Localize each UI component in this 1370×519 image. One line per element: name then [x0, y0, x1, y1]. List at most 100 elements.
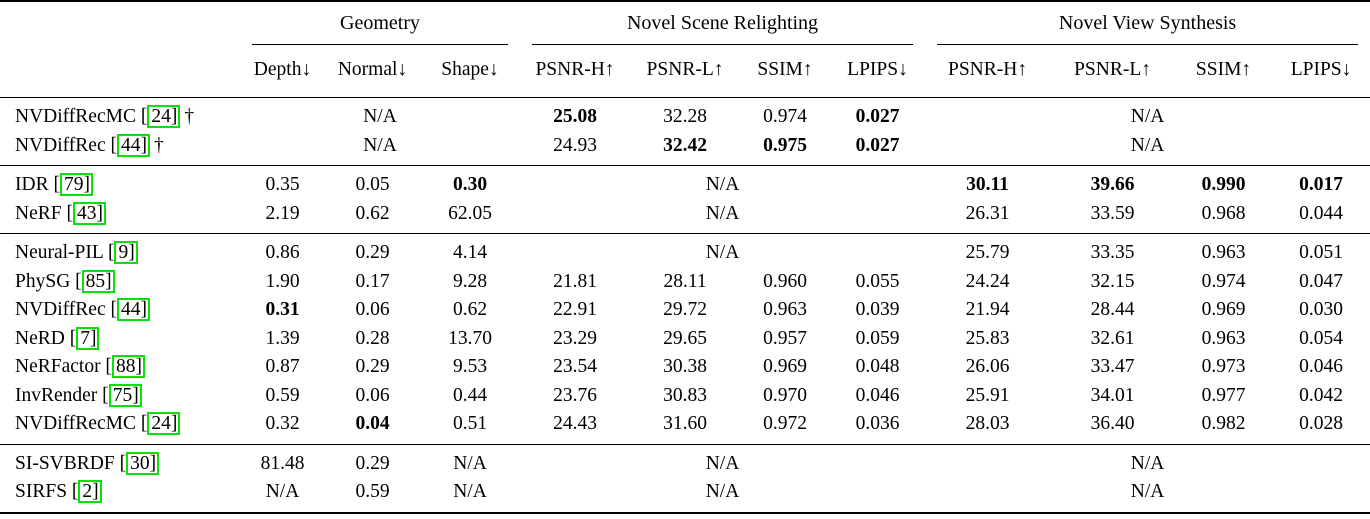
table-row: NVDiffRecMC [24] 0.32 0.04 0.51 24.43 31.60 0.…	[0, 410, 1370, 444]
method-cell: NeRFactor [88]	[0, 353, 240, 382]
nvs-value-cell: 0.973	[1201, 356, 1246, 377]
geometry-value-cell: N/A	[265, 481, 300, 502]
nvs-value-cell: 0.051	[1299, 242, 1343, 263]
method-cell: NVDiffRecMC [24]	[0, 410, 240, 444]
col-relighting-ssim: SSIM↑	[757, 59, 813, 80]
method-cell: NVDiffRec [44]	[0, 296, 240, 325]
relighting-value-cell: 0.027	[855, 134, 900, 156]
geometry-value-cell: 0.06	[355, 384, 390, 406]
table-row: NeRD [7] 1.39 0.28 13.70 23.29 29.65 0.957 0.05…	[0, 325, 1370, 354]
table-row: SIRFS [2] N/A 0.59 N/A N/A N/A	[0, 478, 1370, 513]
geometry-value-cell: 4.14	[452, 242, 488, 263]
row-block-2: IDR [79] 0.35 0.05 0.30 N/A 30.11 39.66 0.990 0.…	[0, 165, 1370, 234]
nvs-value-cell: 30.11	[966, 174, 1009, 195]
relighting-value-cell: 23.54	[553, 356, 597, 377]
nvs-na-cell: N/A	[1130, 452, 1165, 474]
method-cell: NVDiffRecMC [24] †	[15, 105, 195, 128]
citation-link[interactable]: 24]	[147, 412, 181, 435]
relighting-value-cell: 0.970	[763, 384, 807, 406]
geometry-value-cell: 0.32	[265, 413, 300, 434]
geometry-value-cell: 0.62	[452, 299, 488, 320]
relighting-value-cell: 0.969	[763, 356, 807, 377]
method-cell: NVDiffRec [44] †	[15, 133, 164, 157]
citation-link[interactable]: 7]	[76, 326, 100, 350]
relighting-na-cell: N/A	[705, 174, 740, 195]
geometry-value-cell: 0.29	[355, 452, 390, 474]
geometry-value-cell: 0.04	[355, 413, 390, 434]
relighting-value-cell: 0.027	[855, 106, 900, 127]
nvs-value-cell: 32.61	[1090, 327, 1135, 349]
nvs-value-cell: 0.028	[1299, 413, 1343, 434]
method-column-header	[0, 45, 240, 98]
method-cell: IDR [79]	[0, 166, 240, 200]
nvs-value-cell: 36.40	[1090, 413, 1135, 434]
citation-link[interactable]: 44]	[117, 133, 150, 157]
citation-link[interactable]: 30]	[126, 451, 160, 475]
row-block-4: SI-SVBRDF [30] 81.48 0.29 N/A N/A N/A SIRFS [2…	[0, 444, 1370, 513]
method-column-spacer	[0, 1, 240, 45]
citation-link[interactable]: 2]	[78, 480, 102, 503]
nvs-value-cell: 0.030	[1299, 299, 1343, 320]
relighting-value-cell: 0.972	[763, 413, 807, 434]
geometry-value-cell: 0.44	[452, 384, 488, 406]
citation-link[interactable]: 79]	[59, 173, 93, 196]
dagger-mark: †	[154, 134, 164, 156]
geometry-value-cell: 0.62	[355, 202, 390, 224]
relighting-value-cell: 0.036	[855, 413, 900, 434]
nvs-value-cell: 0.990	[1201, 174, 1246, 195]
nvs-value-cell: 0.963	[1201, 327, 1246, 349]
citation-link[interactable]: 24]	[147, 105, 181, 128]
relighting-value-cell: 0.963	[763, 299, 807, 320]
geometry-value-cell: 62.05	[448, 202, 492, 224]
relighting-value-cell: 0.975	[763, 134, 807, 156]
relighting-na-cell: N/A	[705, 481, 740, 502]
col-nvs-psnr-h: PSNR-H↑	[947, 59, 1028, 80]
nvs-value-cell: 0.974	[1201, 270, 1246, 292]
citation-link[interactable]: 9]	[114, 241, 138, 264]
table-row: NeRF [43] 2.19 0.62 62.05 N/A 26.31 33.59 0.968…	[0, 200, 1370, 234]
relighting-na-cell: N/A	[705, 202, 740, 224]
citation-link[interactable]: 75]	[108, 383, 142, 407]
group-novel-view-synthesis: Novel View Synthesis	[925, 1, 1370, 45]
relighting-value-cell: 31.60	[663, 413, 707, 434]
relighting-value-cell: 0.046	[855, 384, 900, 406]
relighting-value-cell: 0.059	[855, 327, 900, 349]
relighting-value-cell: 0.974	[763, 106, 807, 127]
nvs-value-cell: 25.83	[965, 327, 1010, 349]
geometry-value-cell: 81.48	[260, 452, 305, 474]
geometry-value-cell: 0.87	[265, 356, 300, 377]
group-header-row: Geometry Novel Scene Relighting Novel Vi…	[0, 1, 1370, 45]
table-row: InvRender [75] 0.59 0.06 0.44 23.76 30.83 0.97…	[0, 382, 1370, 411]
relighting-value-cell: 22.91	[553, 299, 597, 320]
relighting-value-cell: 0.957	[763, 327, 807, 349]
table-row: NVDiffRecMC [24] † N/A 25.08 32.28 0.974 0.027…	[0, 98, 1370, 132]
geometry-value-cell: 0.51	[452, 413, 488, 434]
nvs-value-cell: 25.91	[965, 384, 1010, 406]
group-novel-scene-relighting: Novel Scene Relighting	[520, 1, 925, 45]
nvs-value-cell: 25.79	[965, 242, 1010, 263]
relighting-value-cell: 23.29	[553, 327, 597, 349]
method-cell: PhySG [85]	[0, 268, 240, 297]
nvs-value-cell: 0.963	[1201, 242, 1246, 263]
relighting-value-cell: 23.76	[553, 384, 597, 406]
table-row: IDR [79] 0.35 0.05 0.30 N/A 30.11 39.66 0.990 0.…	[0, 166, 1370, 200]
col-nvs-psnr-l: PSNR-L↑	[1074, 59, 1151, 80]
nvs-value-cell: 0.047	[1299, 270, 1343, 292]
geometry-value-cell: 0.59	[355, 481, 390, 502]
citation-link[interactable]: 44]	[117, 298, 150, 321]
citation-link[interactable]: 85]	[81, 269, 115, 293]
citation-link[interactable]: 43]	[72, 201, 106, 225]
method-cell: SI-SVBRDF [30]	[0, 444, 240, 478]
table-row: NeRFactor [88] 0.87 0.29 9.53 23.54 30.38 0.96…	[0, 353, 1370, 382]
nvs-value-cell: 32.15	[1090, 270, 1135, 292]
col-shape: Shape↓	[441, 59, 499, 80]
table-row: PhySG [85] 1.90 0.17 9.28 21.81 28.11 0.960 0.0…	[0, 268, 1370, 297]
nvs-value-cell: 0.968	[1201, 202, 1246, 224]
method-cell: Neural-PIL [9]	[0, 234, 240, 268]
nvs-value-cell: 28.03	[965, 413, 1010, 434]
geometry-value-cell: 0.05	[355, 174, 390, 195]
relighting-value-cell: 0.048	[855, 356, 900, 377]
citation-link[interactable]: 88]	[111, 355, 145, 378]
group-nvs-label: Novel View Synthesis	[937, 10, 1359, 45]
geometry-value-cell: 0.30	[452, 174, 488, 195]
